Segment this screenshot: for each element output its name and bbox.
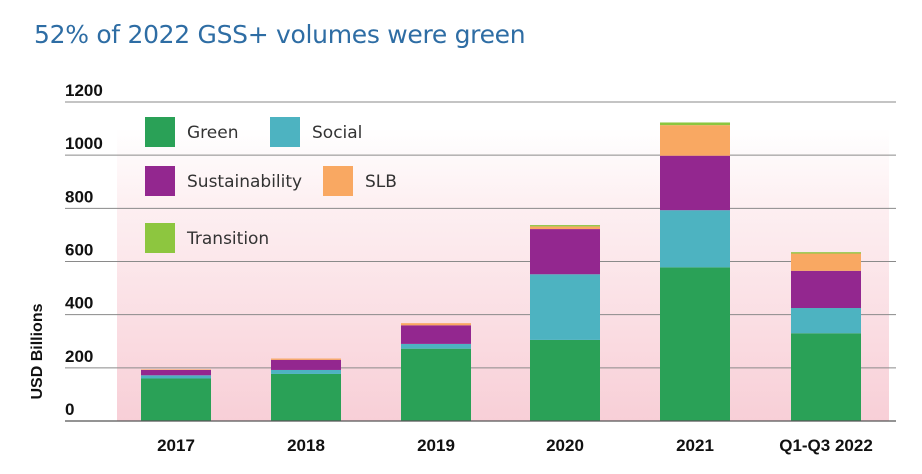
legend-swatch-transition — [145, 223, 175, 253]
legend-swatch-green — [145, 117, 175, 147]
x-tick-label: 2018 — [287, 436, 325, 455]
bar-segment-green — [791, 333, 861, 421]
x-tick-label: Q1-Q3 2022 — [779, 436, 873, 455]
y-tick-label: 0 — [65, 400, 74, 419]
legend-label: Social — [312, 123, 362, 143]
x-tick-label: 2019 — [417, 436, 455, 455]
bar-segment-social — [271, 369, 341, 374]
bar-segment-green — [660, 267, 730, 421]
legend: Green Social Sustainability SLB Transition — [145, 117, 397, 253]
bar-segment-slb — [141, 369, 211, 370]
bar-segment-social — [141, 375, 211, 379]
y-tick-label: 1200 — [65, 81, 103, 100]
bar-segment-sustainability — [791, 270, 861, 309]
bar-segment-green — [401, 348, 471, 421]
axes: 0 200 400 600 800 1000 1200 USD Billions 2017 201… — [29, 81, 896, 455]
bar-segment-slb — [791, 253, 861, 271]
y-tick-label: 1000 — [65, 134, 103, 153]
chart-title: 52% of 2022 GSS+ volumes were green — [34, 20, 526, 49]
bar-segment-social — [660, 210, 730, 268]
bar-segment-social — [791, 308, 861, 334]
bar-segment-sustainability — [141, 369, 211, 376]
bar-segment-sustainability — [271, 359, 341, 370]
bar-segment-slb — [660, 125, 730, 156]
bars — [141, 122, 861, 421]
bar-segment-transition — [660, 122, 730, 126]
bar-segment-slb — [271, 358, 341, 360]
x-tick-label: 2021 — [676, 436, 714, 455]
bar-segment-transition — [530, 225, 600, 227]
bar-segment-sustainability — [660, 155, 730, 211]
y-tick-label: 200 — [65, 347, 93, 366]
y-tick-label: 600 — [65, 241, 93, 260]
bar-segment-green — [530, 339, 600, 421]
bar-segment-social — [530, 274, 600, 340]
bar-segment-social — [401, 343, 471, 349]
gridlines — [65, 101, 896, 369]
legend-label: Green — [187, 123, 238, 143]
legend-label: SLB — [365, 172, 397, 192]
bar-segment-sustainability — [530, 229, 600, 275]
legend-swatch-sustainability — [145, 166, 175, 196]
bar-segment-slb — [530, 226, 600, 230]
plot-background — [117, 128, 889, 422]
x-tick-label: 2017 — [157, 436, 195, 455]
y-tick-label: 800 — [65, 187, 93, 206]
y-tick-label: 400 — [65, 294, 93, 313]
bar-segment-sustainability — [401, 325, 471, 344]
bar-segment-slb — [401, 323, 471, 326]
y-axis-label: USD Billions — [29, 303, 46, 399]
bar-segment-green — [271, 373, 341, 421]
x-tick-label: 2020 — [546, 436, 584, 455]
legend-swatch-slb — [323, 166, 353, 196]
bar-segment-green — [141, 378, 211, 421]
bar-segment-transition — [791, 252, 861, 254]
legend-swatch-social — [270, 117, 300, 147]
legend-label: Sustainability — [187, 172, 302, 192]
legend-label: Transition — [186, 229, 269, 249]
